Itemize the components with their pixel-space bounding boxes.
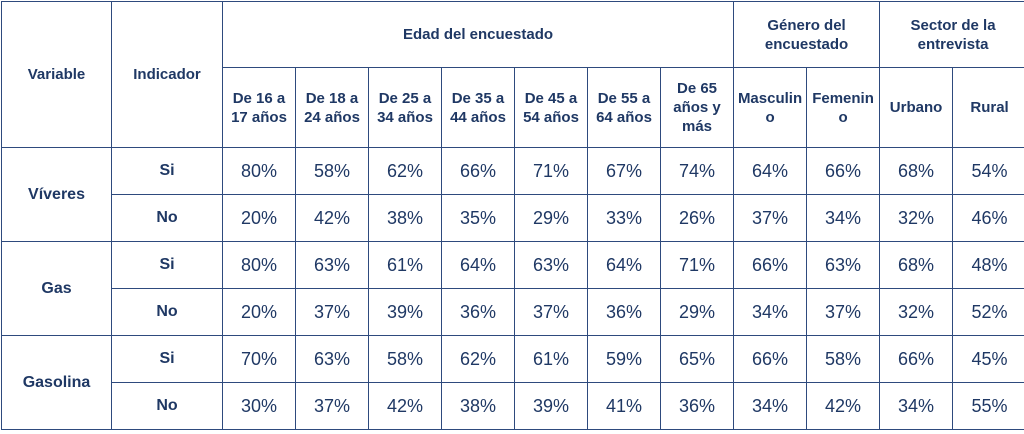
value-cell: 37% xyxy=(734,195,807,242)
value-cell: 66% xyxy=(880,336,953,383)
value-cell: 36% xyxy=(442,289,515,336)
header-group-genero: Género del encuestado xyxy=(734,2,880,68)
value-cell: 61% xyxy=(515,336,588,383)
value-cell: 63% xyxy=(807,242,880,289)
value-cell: 34% xyxy=(734,289,807,336)
value-cell: 68% xyxy=(880,148,953,195)
value-cell: 66% xyxy=(734,336,807,383)
value-cell: 58% xyxy=(369,336,442,383)
value-cell: 36% xyxy=(661,383,734,430)
value-cell: 33% xyxy=(588,195,661,242)
value-cell: 36% xyxy=(588,289,661,336)
value-cell: 20% xyxy=(223,289,296,336)
variable-cell: Gasolina xyxy=(2,336,112,430)
value-cell: 71% xyxy=(515,148,588,195)
value-cell: 20% xyxy=(223,195,296,242)
value-cell: 41% xyxy=(588,383,661,430)
value-cell: 66% xyxy=(807,148,880,195)
value-cell: 29% xyxy=(515,195,588,242)
value-cell: 42% xyxy=(807,383,880,430)
value-cell: 37% xyxy=(807,289,880,336)
indicator-cell: Si xyxy=(112,148,223,195)
value-cell: 71% xyxy=(661,242,734,289)
value-cell: 66% xyxy=(442,148,515,195)
value-cell: 54% xyxy=(953,148,1024,195)
value-cell: 34% xyxy=(807,195,880,242)
value-cell: 63% xyxy=(515,242,588,289)
value-cell: 63% xyxy=(296,336,369,383)
value-cell: 80% xyxy=(223,148,296,195)
value-cell: 67% xyxy=(588,148,661,195)
value-cell: 32% xyxy=(880,289,953,336)
value-cell: 58% xyxy=(296,148,369,195)
value-cell: 37% xyxy=(296,383,369,430)
value-cell: 34% xyxy=(880,383,953,430)
value-cell: 30% xyxy=(223,383,296,430)
value-cell: 63% xyxy=(296,242,369,289)
value-cell: 37% xyxy=(515,289,588,336)
column-header: De 45 a 54 años xyxy=(515,68,588,148)
value-cell: 61% xyxy=(369,242,442,289)
value-cell: 26% xyxy=(661,195,734,242)
value-cell: 64% xyxy=(588,242,661,289)
header-group-sector: Sector de la entrevista xyxy=(880,2,1024,68)
column-header: De 18 a 24 años xyxy=(296,68,369,148)
value-cell: 62% xyxy=(442,336,515,383)
value-cell: 64% xyxy=(442,242,515,289)
variable-cell: Gas xyxy=(2,242,112,336)
column-header: Masculino xyxy=(734,68,807,148)
header-group-edad: Edad del encuestado xyxy=(223,2,734,68)
column-header: De 65 años y más xyxy=(661,68,734,148)
value-cell: 74% xyxy=(661,148,734,195)
value-cell: 35% xyxy=(442,195,515,242)
column-header: Urbano xyxy=(880,68,953,148)
value-cell: 34% xyxy=(734,383,807,430)
value-cell: 64% xyxy=(734,148,807,195)
value-cell: 80% xyxy=(223,242,296,289)
value-cell: 59% xyxy=(588,336,661,383)
value-cell: 65% xyxy=(661,336,734,383)
value-cell: 58% xyxy=(807,336,880,383)
value-cell: 68% xyxy=(880,242,953,289)
value-cell: 45% xyxy=(953,336,1024,383)
value-cell: 42% xyxy=(296,195,369,242)
value-cell: 70% xyxy=(223,336,296,383)
value-cell: 29% xyxy=(661,289,734,336)
column-header: De 35 a 44 años xyxy=(442,68,515,148)
value-cell: 32% xyxy=(880,195,953,242)
header-variable: Variable xyxy=(2,2,112,148)
value-cell: 37% xyxy=(296,289,369,336)
column-header: Rural xyxy=(953,68,1024,148)
indicator-cell: No xyxy=(112,383,223,430)
value-cell: 52% xyxy=(953,289,1024,336)
indicator-cell: Si xyxy=(112,336,223,383)
value-cell: 55% xyxy=(953,383,1024,430)
value-cell: 38% xyxy=(369,195,442,242)
value-cell: 42% xyxy=(369,383,442,430)
value-cell: 62% xyxy=(369,148,442,195)
variable-cell: Víveres xyxy=(2,148,112,242)
value-cell: 39% xyxy=(515,383,588,430)
indicator-cell: No xyxy=(112,289,223,336)
value-cell: 66% xyxy=(734,242,807,289)
value-cell: 48% xyxy=(953,242,1024,289)
header-indicador: Indicador xyxy=(112,2,223,148)
indicator-cell: Si xyxy=(112,242,223,289)
column-header: De 16 a 17 años xyxy=(223,68,296,148)
indicator-cell: No xyxy=(112,195,223,242)
value-cell: 46% xyxy=(953,195,1024,242)
value-cell: 39% xyxy=(369,289,442,336)
value-cell: 38% xyxy=(442,383,515,430)
column-header: De 25 a 34 años xyxy=(369,68,442,148)
column-header: De 55 a 64 años xyxy=(588,68,661,148)
column-header: Femenino xyxy=(807,68,880,148)
